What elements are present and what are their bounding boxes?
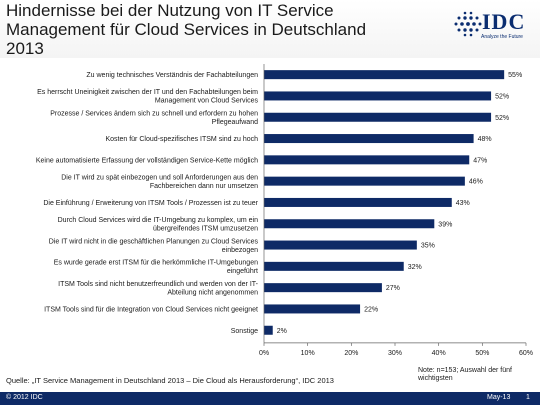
category-label: Durch Cloud Services wird die IT-Umgebun… [58,217,258,224]
bar [264,91,492,101]
data-label: 52% [495,115,509,122]
x-tick-label: 10% [301,350,315,357]
source-note: Quelle: „IT Service Management in Deutsc… [6,376,334,385]
bar [264,155,470,165]
header-band [0,0,540,58]
category-label: Es wurde gerade erst ITSM für die herköm… [54,260,258,267]
category-label: ITSM Tools sind für die Integration von … [44,306,258,313]
data-label: 55% [508,72,522,79]
page-number: 1 [526,394,530,401]
x-tick-label: 40% [432,350,446,357]
category-label: Keine automatisierte Erfassung der volls… [36,157,258,164]
slide-title: Hindernisse bei der Nutzung von IT Servi… [6,1,367,58]
data-label: 47% [473,157,487,164]
bar [264,70,505,80]
globe-icon [454,11,482,37]
category-label: ITSM Tools sind nicht benutzerfreundlich… [58,281,259,288]
category-label: Die Einführung / Erweiterung von ITSM To… [43,200,258,207]
category-label: Sonstige [231,328,258,335]
category-label: Management von Cloud Services [155,98,259,105]
category-label: Die IT wird nicht in die geschäftlichen … [49,238,259,245]
category-label: eingeführt [227,268,258,275]
bar [264,176,465,186]
x-tick-label: 30% [388,350,402,357]
bar [264,240,417,250]
data-label: 46% [469,179,483,186]
category-label: Fachbereichen dann nur umsetzen [150,183,258,190]
footer-bar: © 2012 IDC May-13 1 [0,392,540,405]
sample-note: Note: n=153; Auswahl der fünf wichtigste… [418,367,512,382]
category-label: Kosten für Cloud-spezifisches ITSM sind … [105,136,258,143]
x-tick-label: 50% [475,350,489,357]
data-label: 39% [438,221,452,228]
category-label: übergreifendes ITSM umzusetzen [153,226,258,233]
data-label: 48% [478,136,492,143]
data-label: 2% [277,328,287,335]
data-label: 27% [386,285,400,292]
logo-text: IDC [482,9,526,34]
bar [264,134,474,144]
bar [264,219,435,229]
category-label: Prozesse / Services ändern sich zu schne… [50,111,258,118]
category-label: einbezogen [222,247,258,254]
category-label: Es herrscht Uneinigkeit zwischen der IT … [37,89,258,96]
x-tick-label: 60% [519,350,533,357]
data-label: 35% [421,243,435,250]
bar [264,261,404,271]
x-tick-label: 20% [344,350,358,357]
category-label: Pflegeaufwand [212,119,258,126]
idc-logo: IDC Analyze the Future [451,9,536,49]
category-label: Abteilung nicht angenommen [167,289,258,296]
logo-tagline: Analyze the Future [481,34,523,40]
data-label: 52% [495,93,509,100]
bar [264,283,382,293]
data-label: 22% [364,306,378,313]
bar-chart: 55% Zu wenig technisches Verständnis der … [36,64,533,357]
bar [264,325,273,335]
bar [264,304,361,314]
category-label: Zu wenig technisches Verständnis der Fac… [86,72,258,79]
footer-copyright: © 2012 IDC [6,394,43,401]
footer-date: May-13 [487,394,511,401]
data-label: 43% [456,200,470,207]
bar [264,112,492,122]
data-label: 32% [408,264,422,271]
x-tick-label: 0% [259,350,269,357]
bar [264,197,452,207]
category-label: Die IT wird zu spät einbezogen und soll … [61,174,258,181]
